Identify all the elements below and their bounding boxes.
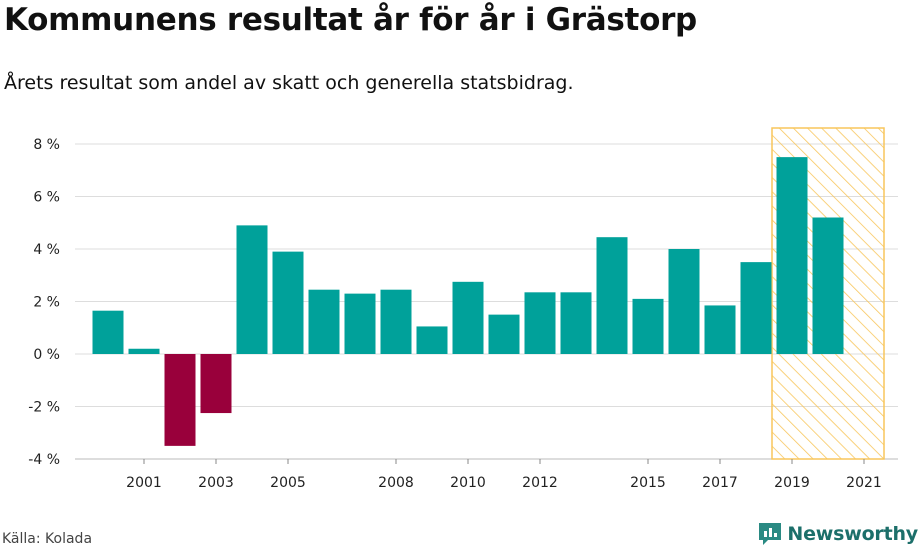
bars — [92, 157, 844, 446]
x-tick-label: 2008 — [378, 475, 414, 491]
y-tick-label: 2 % — [33, 295, 60, 311]
brand-name: Newsworthy — [787, 523, 918, 545]
bar-2002 — [164, 354, 196, 446]
y-tick-label: -4 % — [28, 452, 60, 468]
brand-logo: Newsworthy — [757, 521, 918, 547]
bar-2009 — [416, 326, 448, 354]
bar-2005 — [272, 251, 304, 354]
bar-2007 — [344, 293, 376, 354]
bar-2015 — [632, 298, 664, 354]
y-tick-label: 0 % — [33, 347, 60, 363]
bar-2012 — [524, 292, 556, 354]
x-tick-label: 2012 — [522, 475, 558, 491]
x-tick-label: 2019 — [774, 475, 810, 491]
y-tick-label: -2 % — [28, 400, 60, 416]
bar-2000 — [92, 310, 124, 354]
bar-2011 — [488, 314, 520, 354]
bar-2010 — [452, 281, 484, 354]
y-tick-labels: 8 % 6 % 4 % 2 % 0 % -2 % -4 % — [28, 137, 60, 468]
bar-2003 — [200, 354, 232, 414]
bar-2004 — [236, 225, 268, 354]
bar-2020 — [812, 217, 844, 354]
x-tick-label: 2010 — [450, 475, 486, 491]
y-tick-label: 8 % — [33, 137, 60, 153]
newsworthy-logo-icon — [759, 523, 782, 545]
bar-2014 — [596, 237, 628, 354]
source-note: Källa: Kolada — [2, 531, 93, 547]
bar-2001 — [128, 348, 160, 354]
y-tick-label: 6 % — [33, 190, 60, 206]
bar-2016 — [668, 249, 700, 354]
bar-2006 — [308, 289, 340, 354]
x-tick-label: 2015 — [630, 475, 666, 491]
x-tick-label: 2021 — [846, 475, 882, 491]
bar-2008 — [380, 289, 412, 354]
bar-2019 — [776, 157, 808, 354]
y-tick-label: 4 % — [33, 242, 60, 258]
x-tick-label: 2003 — [198, 475, 234, 491]
bar-2018 — [740, 262, 772, 354]
chart-subtitle: Årets resultat som andel av skatt och ge… — [4, 72, 574, 94]
x-tick-label: 2001 — [126, 475, 162, 491]
x-tick-labels: 2001 2003 2005 2008 2010 2012 2015 2017 2019 2021 — [126, 459, 882, 491]
x-tick-label: 2017 — [702, 475, 738, 491]
bar-2017 — [704, 305, 736, 354]
bar-2013 — [560, 292, 592, 354]
x-tick-label: 2005 — [270, 475, 306, 491]
chart-title: Kommunens resultat år för år i Grästorp — [4, 2, 697, 38]
